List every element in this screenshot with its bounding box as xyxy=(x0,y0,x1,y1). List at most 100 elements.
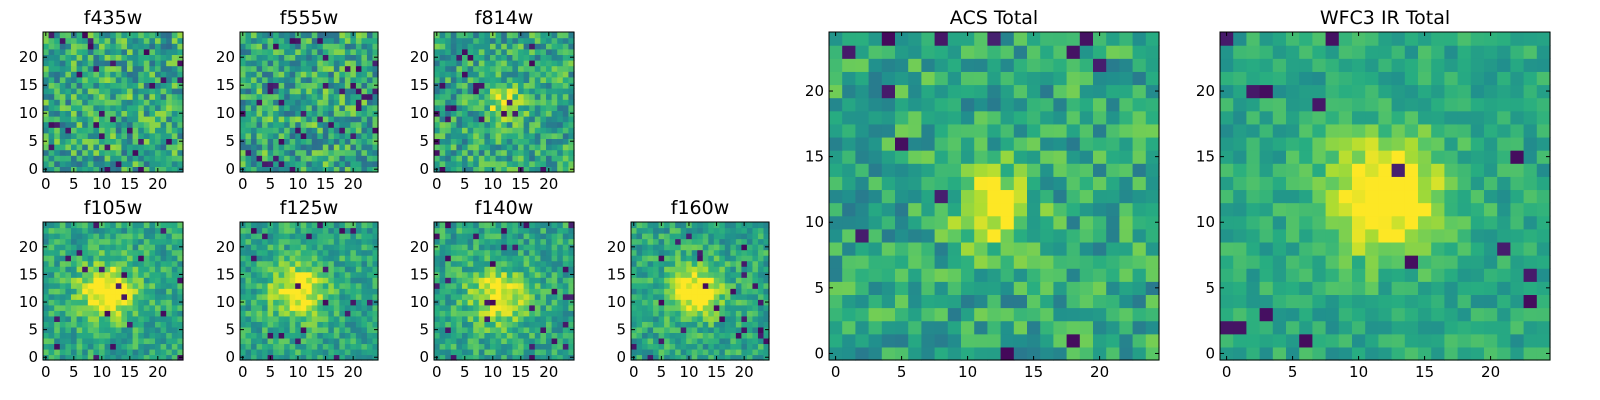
heatmap-cell xyxy=(484,48,491,55)
heatmap-cell xyxy=(642,315,649,322)
heatmap-cell xyxy=(1119,176,1134,191)
heatmap-cell xyxy=(155,110,162,117)
heatmap-cell xyxy=(686,310,693,317)
heatmap-cell xyxy=(256,348,263,356)
heatmap-cell xyxy=(322,93,329,100)
heatmap-cell xyxy=(484,37,491,44)
heatmap-cell xyxy=(262,244,269,251)
heatmap-cell xyxy=(757,266,765,273)
heatmap-cell xyxy=(115,132,122,139)
heatmap-cell xyxy=(757,326,765,333)
heatmap-cell xyxy=(529,82,536,89)
heatmap-cell xyxy=(143,348,150,356)
heatmap-cell xyxy=(110,222,117,229)
heatmap-cell xyxy=(562,71,569,78)
heatmap-cell xyxy=(669,343,676,350)
heatmap-cell xyxy=(54,149,61,156)
heatmap-cell xyxy=(160,104,167,111)
heatmap-cell xyxy=(1132,307,1147,322)
heatmap-cell xyxy=(484,326,491,333)
heatmap-cell xyxy=(311,277,318,284)
heatmap-cell xyxy=(54,282,61,289)
heatmap-cell xyxy=(76,260,83,267)
heatmap-cell xyxy=(171,144,178,151)
heatmap-cell xyxy=(284,93,291,100)
heatmap-cell xyxy=(267,144,274,151)
heatmap-cell xyxy=(691,343,698,350)
heatmap-cell xyxy=(719,260,726,267)
heatmap-cell xyxy=(59,82,66,89)
heatmap-cell xyxy=(138,304,145,311)
heatmap-cell xyxy=(501,255,508,262)
heatmap-cell xyxy=(132,82,139,89)
heatmap-cell xyxy=(59,310,66,317)
heatmap-cell xyxy=(484,88,491,95)
heatmap-cell xyxy=(512,354,519,361)
heatmap-cell xyxy=(155,88,162,95)
heatmap-cell xyxy=(43,60,50,67)
heatmap-cell xyxy=(295,65,302,72)
heatmap-cell xyxy=(295,160,302,167)
heatmap-cell xyxy=(881,202,896,217)
heatmap-cell xyxy=(171,310,178,317)
heatmap-cell xyxy=(177,238,184,245)
heatmap-cell xyxy=(82,104,89,111)
heatmap-cell xyxy=(278,88,285,95)
heatmap-cell xyxy=(322,310,329,317)
heatmap-cell xyxy=(501,310,508,317)
heatmap-cell xyxy=(171,71,178,78)
heatmap-cell xyxy=(724,277,731,284)
heatmap-cell xyxy=(267,54,274,61)
heatmap-cell xyxy=(300,93,307,100)
heatmap-cell xyxy=(921,241,936,256)
heatmap-cell xyxy=(1093,255,1107,269)
heatmap-cell xyxy=(82,288,89,295)
heatmap-cell xyxy=(160,88,167,95)
heatmap-cell xyxy=(562,160,569,167)
heatmap-cell xyxy=(278,321,285,328)
heatmap-cell xyxy=(697,222,704,229)
heatmap-cell xyxy=(669,266,676,273)
heatmap-cell xyxy=(155,343,162,350)
heatmap-cell xyxy=(93,326,100,333)
heatmap-cell xyxy=(311,127,318,134)
heatmap-cell xyxy=(473,54,480,61)
heatmap-cell xyxy=(1079,346,1094,361)
heatmap-cell xyxy=(132,144,139,151)
heatmap-cell xyxy=(82,155,89,162)
heatmap-cell xyxy=(240,321,247,328)
heatmap-cell xyxy=(735,310,742,317)
heatmap-cell xyxy=(240,99,247,106)
heatmap-cell xyxy=(523,160,530,167)
heatmap-cell xyxy=(467,288,474,295)
heatmap-cell xyxy=(961,307,975,322)
heatmap-cell xyxy=(171,321,178,328)
heatmap-cell xyxy=(143,88,150,95)
heatmap-cell xyxy=(143,249,150,256)
heatmap-cell xyxy=(467,321,474,328)
heatmap-cell xyxy=(642,244,649,251)
heatmap-cell xyxy=(256,299,263,306)
heatmap-cell xyxy=(127,99,134,106)
heatmap-cell xyxy=(730,293,737,300)
heatmap-cell xyxy=(490,99,497,106)
heatmap-cell xyxy=(540,326,547,333)
heatmap-cell xyxy=(317,222,324,229)
heatmap-cell xyxy=(344,244,351,251)
heatmap-cell xyxy=(974,202,988,217)
heatmap-cell xyxy=(1145,281,1160,295)
heatmap-cell xyxy=(551,238,558,245)
heatmap-cell xyxy=(278,271,285,278)
heatmap-cell xyxy=(311,271,318,278)
heatmap-cell xyxy=(647,271,654,278)
heatmap-cell xyxy=(166,127,173,134)
heatmap-cell xyxy=(278,93,285,100)
heatmap-cell xyxy=(664,282,671,289)
heatmap-cell xyxy=(1119,333,1134,348)
heatmap-cell xyxy=(473,310,480,317)
heatmap-cell xyxy=(171,127,178,134)
heatmap-cell xyxy=(339,60,346,67)
heatmap-cell xyxy=(322,299,329,306)
heatmap-cell xyxy=(490,277,497,284)
heatmap-cell xyxy=(506,304,513,311)
